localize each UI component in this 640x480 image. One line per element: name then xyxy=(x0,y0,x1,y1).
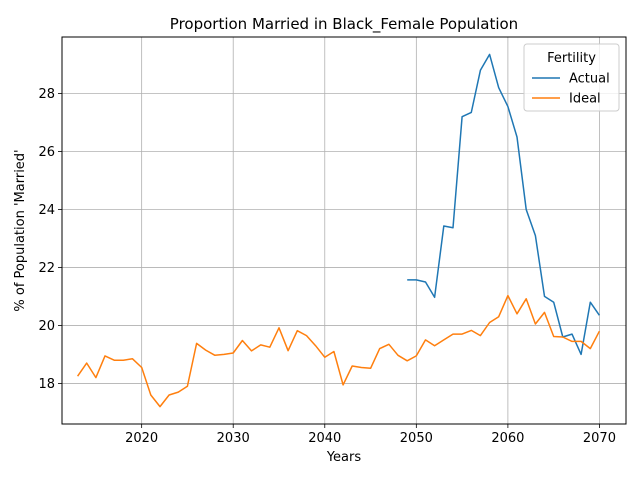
x-tick-label: 2050 xyxy=(400,431,433,446)
ticks: 2020 2030 2040 2050 2060 2070 18 20 22 24 26 28 xyxy=(38,87,616,446)
legend: Fertility Actual Ideal xyxy=(523,43,620,112)
y-tick-label: 18 xyxy=(38,377,55,392)
plot-frame xyxy=(61,36,627,425)
y-tick-label: 24 xyxy=(38,203,55,218)
y-axis-label: % of Population 'Married' xyxy=(13,149,28,311)
legend-label-actual: Actual xyxy=(569,72,610,87)
y-tick-label: 26 xyxy=(38,145,55,160)
y-tick-label: 28 xyxy=(38,87,55,102)
x-tick-label: 2060 xyxy=(491,431,524,446)
x-axis-label: Years xyxy=(326,450,362,465)
legend-title: Fertility xyxy=(547,51,596,66)
legend-box xyxy=(523,43,620,112)
x-tick-label: 2040 xyxy=(308,431,341,446)
legend-items: Actual Ideal xyxy=(532,72,610,107)
y-tick-label: 22 xyxy=(38,261,55,276)
x-tick-label: 2070 xyxy=(583,431,616,446)
series-line-actual xyxy=(407,53,601,356)
x-tick-label: 2030 xyxy=(217,431,250,446)
grid xyxy=(62,37,626,424)
series-layer xyxy=(76,53,601,408)
series-line-ideal xyxy=(76,294,601,408)
chart-title: Proportion Married in Black_Female Popul… xyxy=(170,15,518,34)
legend-label-ideal: Ideal xyxy=(569,92,601,107)
y-tick-label: 20 xyxy=(38,319,55,334)
x-tick-label: 2020 xyxy=(125,431,158,446)
